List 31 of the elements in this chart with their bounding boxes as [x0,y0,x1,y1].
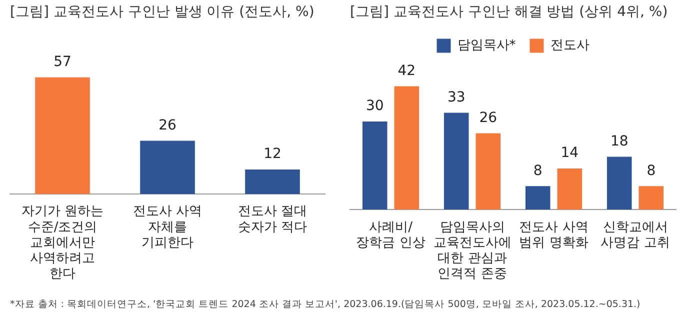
data-label: 14 [560,145,579,162]
data-label: 18 [610,133,628,150]
bar [476,133,501,210]
bar [444,112,469,210]
text: *자료 출처 : 목회데이터연구소, '한국교회 트렌드 2024 조사 결과 보고서', 2023.06.19.(담임목사 500명, 모바일 조사, 2023.05.12.~05.31.) [10,298,642,311]
data-label: 12 [264,146,282,162]
data-label: 8 [533,162,542,179]
chart-title: [그림] 교육전도사 구인난 발생 이유 (전도사, %) [10,4,314,20]
bar [394,86,420,210]
bar [362,122,388,210]
data-label: 33 [447,89,466,106]
x-tick-label: 전도사 사역 자체를 기피한다 [132,204,202,250]
x-tick-label: 자기가 원하는 수준/조건의 교회에서만 사역하려고 한다 [21,204,104,282]
chart-title: [그림] 교육전도사 구인난 해결 방법 (상위 4위, %) [350,4,668,20]
data-label: 26 [158,117,176,134]
data-label: 30 [366,98,384,114]
bar [606,156,632,210]
x-tick-label: 담임목사의 교육전도사에 대한 관심과 인격적 존중 [433,220,512,282]
bar [525,186,550,210]
data-label: 8 [646,162,656,179]
legend-label: 전도사 [550,38,590,54]
x-tick-label: 전도사 사역 범위 명확화 [519,220,588,250]
data-label: 57 [54,54,72,70]
x-tick-label: 신학교에서 사명감 고취 [600,220,670,250]
data-label: 26 [479,110,498,126]
data-label: 42 [398,62,416,79]
legend-label: 담임목사* [457,38,516,54]
bar [638,186,664,210]
x-tick-label: 사례비/ 장학금 인상 [356,220,426,250]
x-tick-label: 전도사 절대 숫자가 적다 [238,204,308,235]
bar [557,168,582,210]
